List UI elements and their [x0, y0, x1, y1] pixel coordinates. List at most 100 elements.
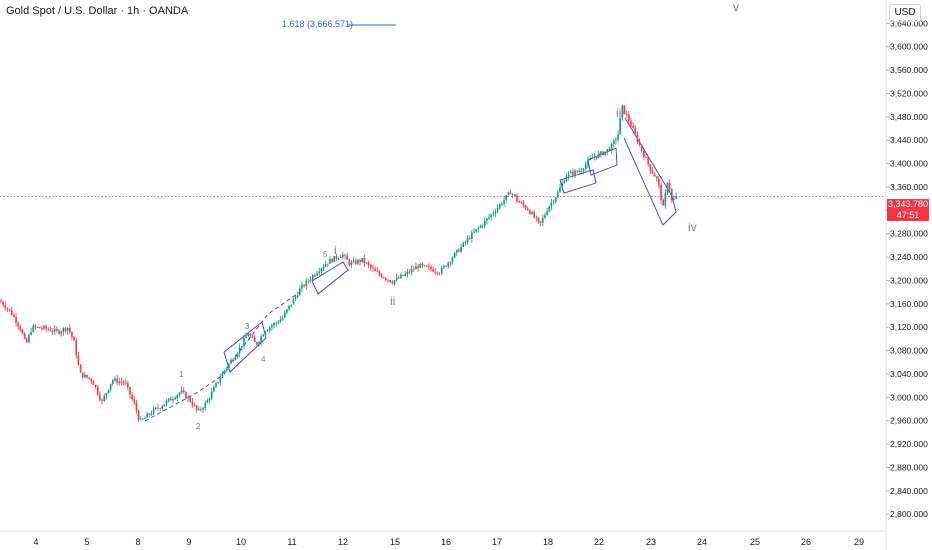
candle-body [174, 398, 176, 400]
price-tick-label: 3,480.000 [890, 112, 928, 122]
candle-body [86, 374, 88, 378]
candle-body [299, 288, 301, 296]
candle-body [34, 325, 37, 328]
candle-body [342, 254, 344, 257]
price-tick-label: 2,960.000 [890, 416, 928, 426]
candle-body [432, 269, 434, 272]
candle-body [215, 383, 217, 388]
candle-body [133, 399, 136, 404]
candle-body [408, 271, 411, 273]
candle-body [453, 252, 456, 258]
candle-body [529, 210, 531, 215]
candle-body [129, 387, 131, 395]
candle-body [290, 304, 293, 306]
candle-body [144, 417, 146, 419]
price-tick-label: 2,880.000 [890, 462, 928, 472]
candle-body [36, 326, 39, 328]
candle-body [238, 347, 241, 354]
candle-body [576, 170, 578, 172]
time-tick-label: 15 [390, 537, 400, 547]
candle-body [41, 328, 43, 329]
candle-body [425, 265, 428, 267]
price-tick-label: 3,240.000 [890, 252, 928, 262]
candle-body [249, 334, 252, 336]
candle-body [223, 370, 226, 373]
candle-body [122, 382, 125, 383]
time-tick-label: 23 [646, 537, 656, 547]
candle-body [187, 397, 189, 399]
wave-label-v: v [733, 0, 739, 14]
candle-body [593, 156, 596, 158]
candle-body [640, 144, 643, 151]
candle-body [6, 308, 9, 310]
wave-label-ii: ii [390, 294, 396, 308]
candle-body [176, 394, 179, 399]
candle-body [305, 280, 308, 287]
candle-body [324, 264, 327, 267]
candle-body [458, 249, 460, 252]
candle-body [464, 241, 467, 243]
candle-body [569, 171, 572, 174]
candle-body [361, 258, 363, 262]
symbol-title[interactable]: Gold Spot / U.S. Dollar · 1h · OANDA [6, 5, 189, 17]
candle-body [105, 393, 108, 397]
candle-body [501, 203, 503, 205]
candle-body [658, 178, 660, 185]
time-tick-label: 4 [33, 537, 38, 547]
candle-body [662, 200, 664, 206]
candle-body [628, 114, 630, 122]
currency-button[interactable]: USD [889, 4, 921, 22]
candle-body [430, 266, 432, 270]
candle-body [419, 264, 422, 268]
candle-body [318, 271, 320, 274]
candle-body [649, 164, 652, 171]
candle-body [462, 242, 465, 247]
candle-body [591, 157, 594, 159]
candle-body [142, 418, 144, 420]
candle-body [537, 217, 540, 221]
candle-body [109, 383, 112, 390]
candle-body [404, 273, 406, 276]
candle-body [385, 278, 387, 280]
candle-body [668, 183, 671, 190]
candle-body [180, 390, 183, 393]
price-tick-label: 3,640.000 [890, 18, 928, 28]
candle-body [232, 359, 234, 361]
candle-body [574, 170, 576, 175]
candle-body [247, 334, 250, 337]
candle-body [572, 171, 574, 175]
candle-body [204, 402, 207, 409]
candle-body [348, 259, 351, 266]
candle-body [157, 407, 159, 409]
candle-body [526, 208, 529, 211]
time-tick-label: 12 [338, 537, 348, 547]
candle-body [219, 377, 222, 383]
candle-body [507, 192, 510, 196]
candle-body [604, 151, 606, 155]
candle-body [60, 331, 62, 334]
candle-body [410, 268, 413, 273]
candle-body [651, 170, 654, 174]
candle-body [191, 401, 194, 406]
time-tick-label: 17 [492, 537, 502, 547]
candle-body [634, 127, 637, 134]
candle-body [45, 326, 47, 329]
candle-body [288, 305, 290, 310]
candle-body [625, 113, 628, 115]
candle-body [107, 389, 110, 394]
wave-label-iii: iii [616, 106, 624, 120]
time-tick-label: 10 [236, 537, 246, 547]
candle-body [185, 392, 187, 399]
candle-body [673, 198, 675, 200]
candle-body [567, 173, 570, 177]
bar-countdown: 47:51 [896, 210, 920, 220]
candle-body [200, 408, 202, 410]
wave-label-1: 1 [179, 370, 184, 379]
candle-body [15, 316, 17, 323]
impulse-channel-3 [223, 321, 267, 373]
triangle-channel-a [559, 169, 597, 194]
candle-body [208, 398, 211, 401]
candle-body [139, 418, 142, 420]
